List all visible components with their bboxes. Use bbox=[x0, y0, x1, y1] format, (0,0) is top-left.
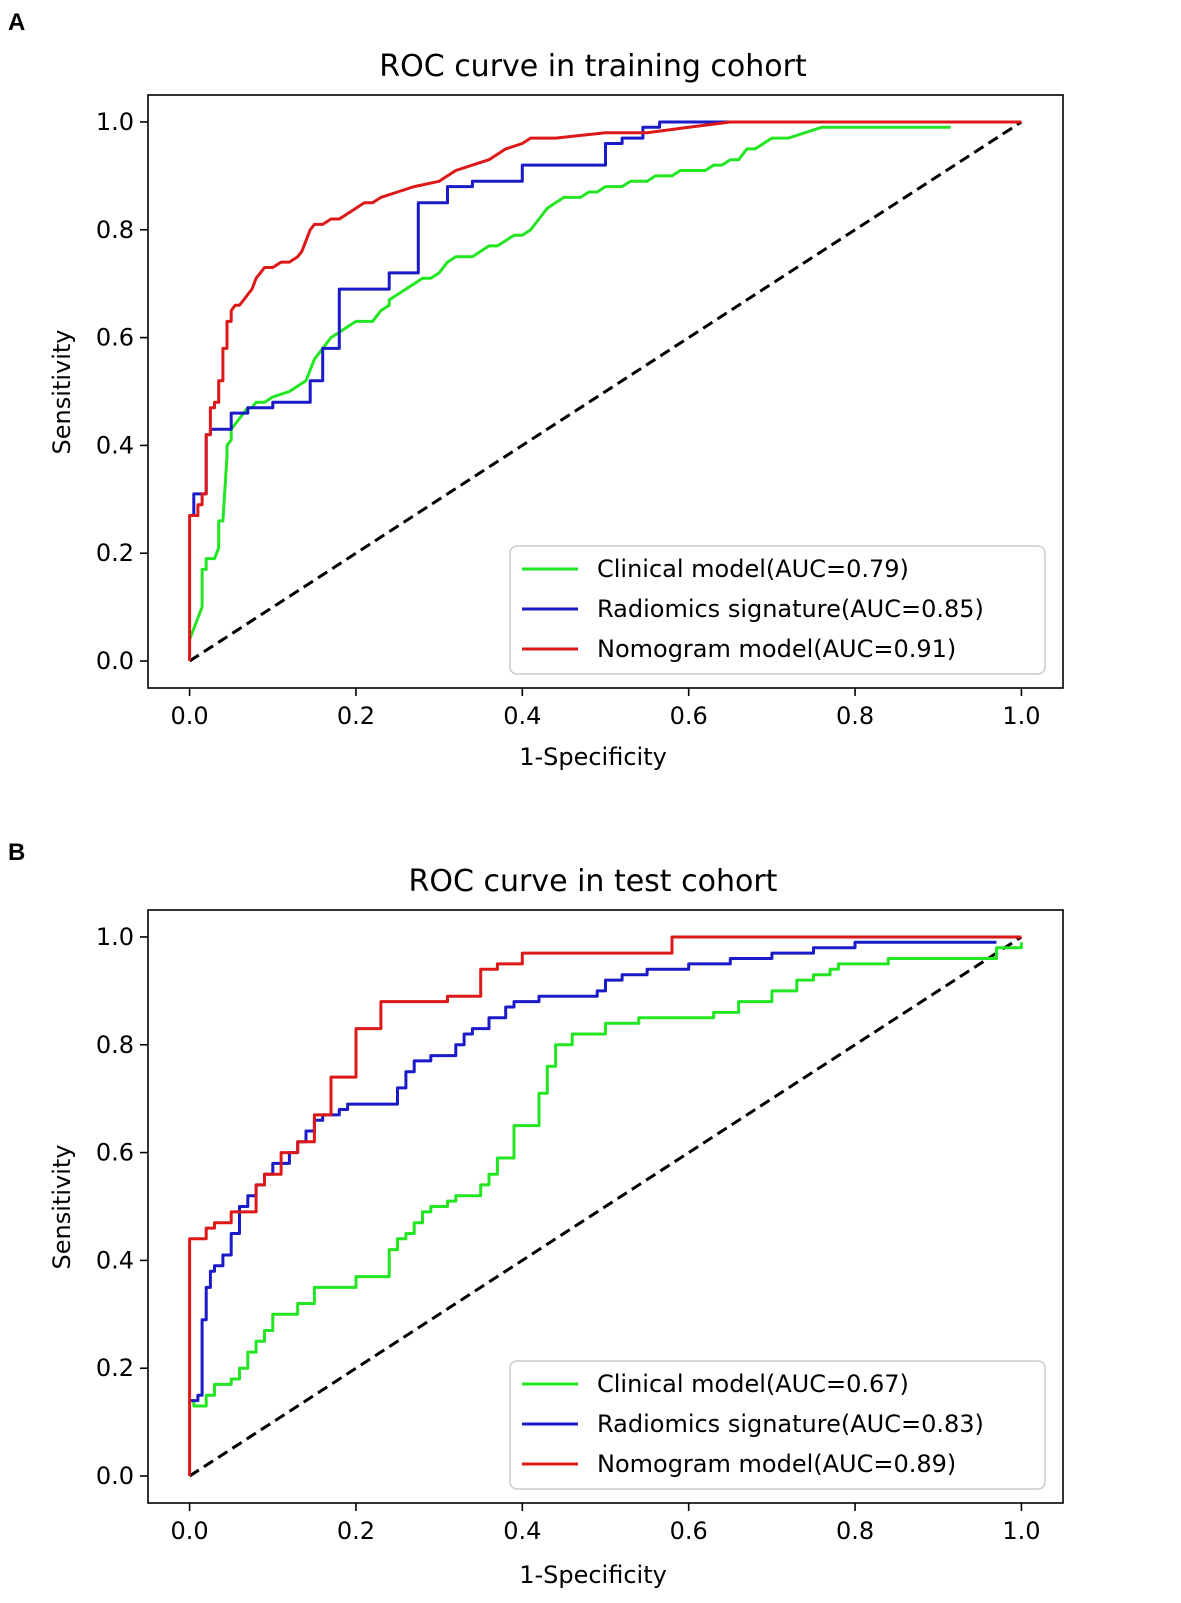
plot-area: 0.0 0.2 0.4 0.6 0.8 1.0 0.0 0.2 0.4 0.6 0.8 1.0 bbox=[96, 94, 1064, 730]
x-tick-label: 0.4 bbox=[503, 702, 541, 730]
legend-entry-nomogram: Nomogram model(AUC=0.91) bbox=[597, 635, 956, 663]
x-tick-label: 0.8 bbox=[836, 702, 874, 730]
series-line-radiomics bbox=[189, 120, 1022, 517]
y-axis-label: Sensitivity bbox=[48, 330, 76, 455]
y-tick-label: 1.0 bbox=[96, 923, 134, 951]
axes-frame bbox=[147, 909, 1064, 1504]
y-tick-label: 0.8 bbox=[96, 1031, 134, 1059]
legend-entry-clinical: Clinical model(AUC=0.79) bbox=[597, 555, 909, 583]
legend-entry-radiomics: Radiomics signature(AUC=0.83) bbox=[597, 1410, 984, 1438]
reference-line bbox=[188, 120, 1023, 663]
legend-entry-clinical: Clinical model(AUC=0.67) bbox=[597, 1370, 909, 1398]
x-tick-label: 0.4 bbox=[503, 1517, 541, 1545]
series-line-clinical bbox=[188, 125, 951, 641]
x-tick-label: 0.2 bbox=[337, 702, 375, 730]
x-tick-label: 0.0 bbox=[171, 702, 209, 730]
chart-title: ROC curve in test cohort bbox=[409, 864, 778, 899]
x-axis-label: 1-Specificity bbox=[519, 1561, 667, 1589]
legend-box bbox=[509, 545, 1046, 675]
reference-line bbox=[188, 935, 1023, 1478]
legend: Clinical model(AUC=0.79) Radiomics signa… bbox=[509, 545, 1046, 675]
legend: Clinical model(AUC=0.67) Radiomics signa… bbox=[509, 1360, 1046, 1490]
series-line-radiomics bbox=[189, 940, 997, 1403]
y-tick-label: 0.6 bbox=[96, 1139, 134, 1167]
series-line-nomogram bbox=[188, 120, 1022, 661]
panel-a: A ROC curve in training cohort 1-Specifi… bbox=[8, 9, 1064, 771]
chart-title: ROC curve in training cohort bbox=[379, 49, 807, 84]
y-tick-label: 0.8 bbox=[96, 216, 134, 244]
x-tick-label: 0.0 bbox=[171, 1517, 209, 1545]
y-tick-label: 0.0 bbox=[96, 1462, 134, 1490]
axes-frame bbox=[147, 94, 1064, 689]
panel-label: B bbox=[8, 839, 25, 866]
series-line-nomogram bbox=[188, 935, 1022, 1476]
y-tick-label: 0.4 bbox=[96, 431, 134, 459]
y-axis-label: Sensitivity bbox=[48, 1145, 76, 1270]
y-tick-label: 0.0 bbox=[96, 647, 134, 675]
legend-entry-nomogram: Nomogram model(AUC=0.89) bbox=[597, 1450, 956, 1478]
x-tick-label: 0.6 bbox=[670, 1517, 708, 1545]
y-tick-label: 0.4 bbox=[96, 1246, 134, 1274]
y-tick-label: 0.2 bbox=[96, 1354, 134, 1382]
x-axis-label: 1-Specificity bbox=[519, 743, 667, 771]
y-tick-label: 1.0 bbox=[96, 108, 134, 136]
series-line-clinical bbox=[189, 942, 1023, 1408]
x-tick-label: 1.0 bbox=[1002, 1517, 1040, 1545]
plot-area: 0.0 0.2 0.4 0.6 0.8 1.0 0.0 0.2 0.4 0.6 0.8 1.0 bbox=[96, 909, 1064, 1545]
x-tick-label: 0.2 bbox=[337, 1517, 375, 1545]
x-tick-label: 0.6 bbox=[670, 702, 708, 730]
y-tick-label: 0.2 bbox=[96, 539, 134, 567]
y-tick-label: 0.6 bbox=[96, 324, 134, 352]
panel-b: B ROC curve in test cohort 1-Specificity… bbox=[8, 839, 1064, 1589]
legend-entry-radiomics: Radiomics signature(AUC=0.85) bbox=[597, 595, 984, 623]
panel-label: A bbox=[8, 9, 25, 36]
x-tick-label: 0.8 bbox=[836, 1517, 874, 1545]
legend-box bbox=[509, 1360, 1046, 1490]
x-tick-label: 1.0 bbox=[1002, 702, 1040, 730]
